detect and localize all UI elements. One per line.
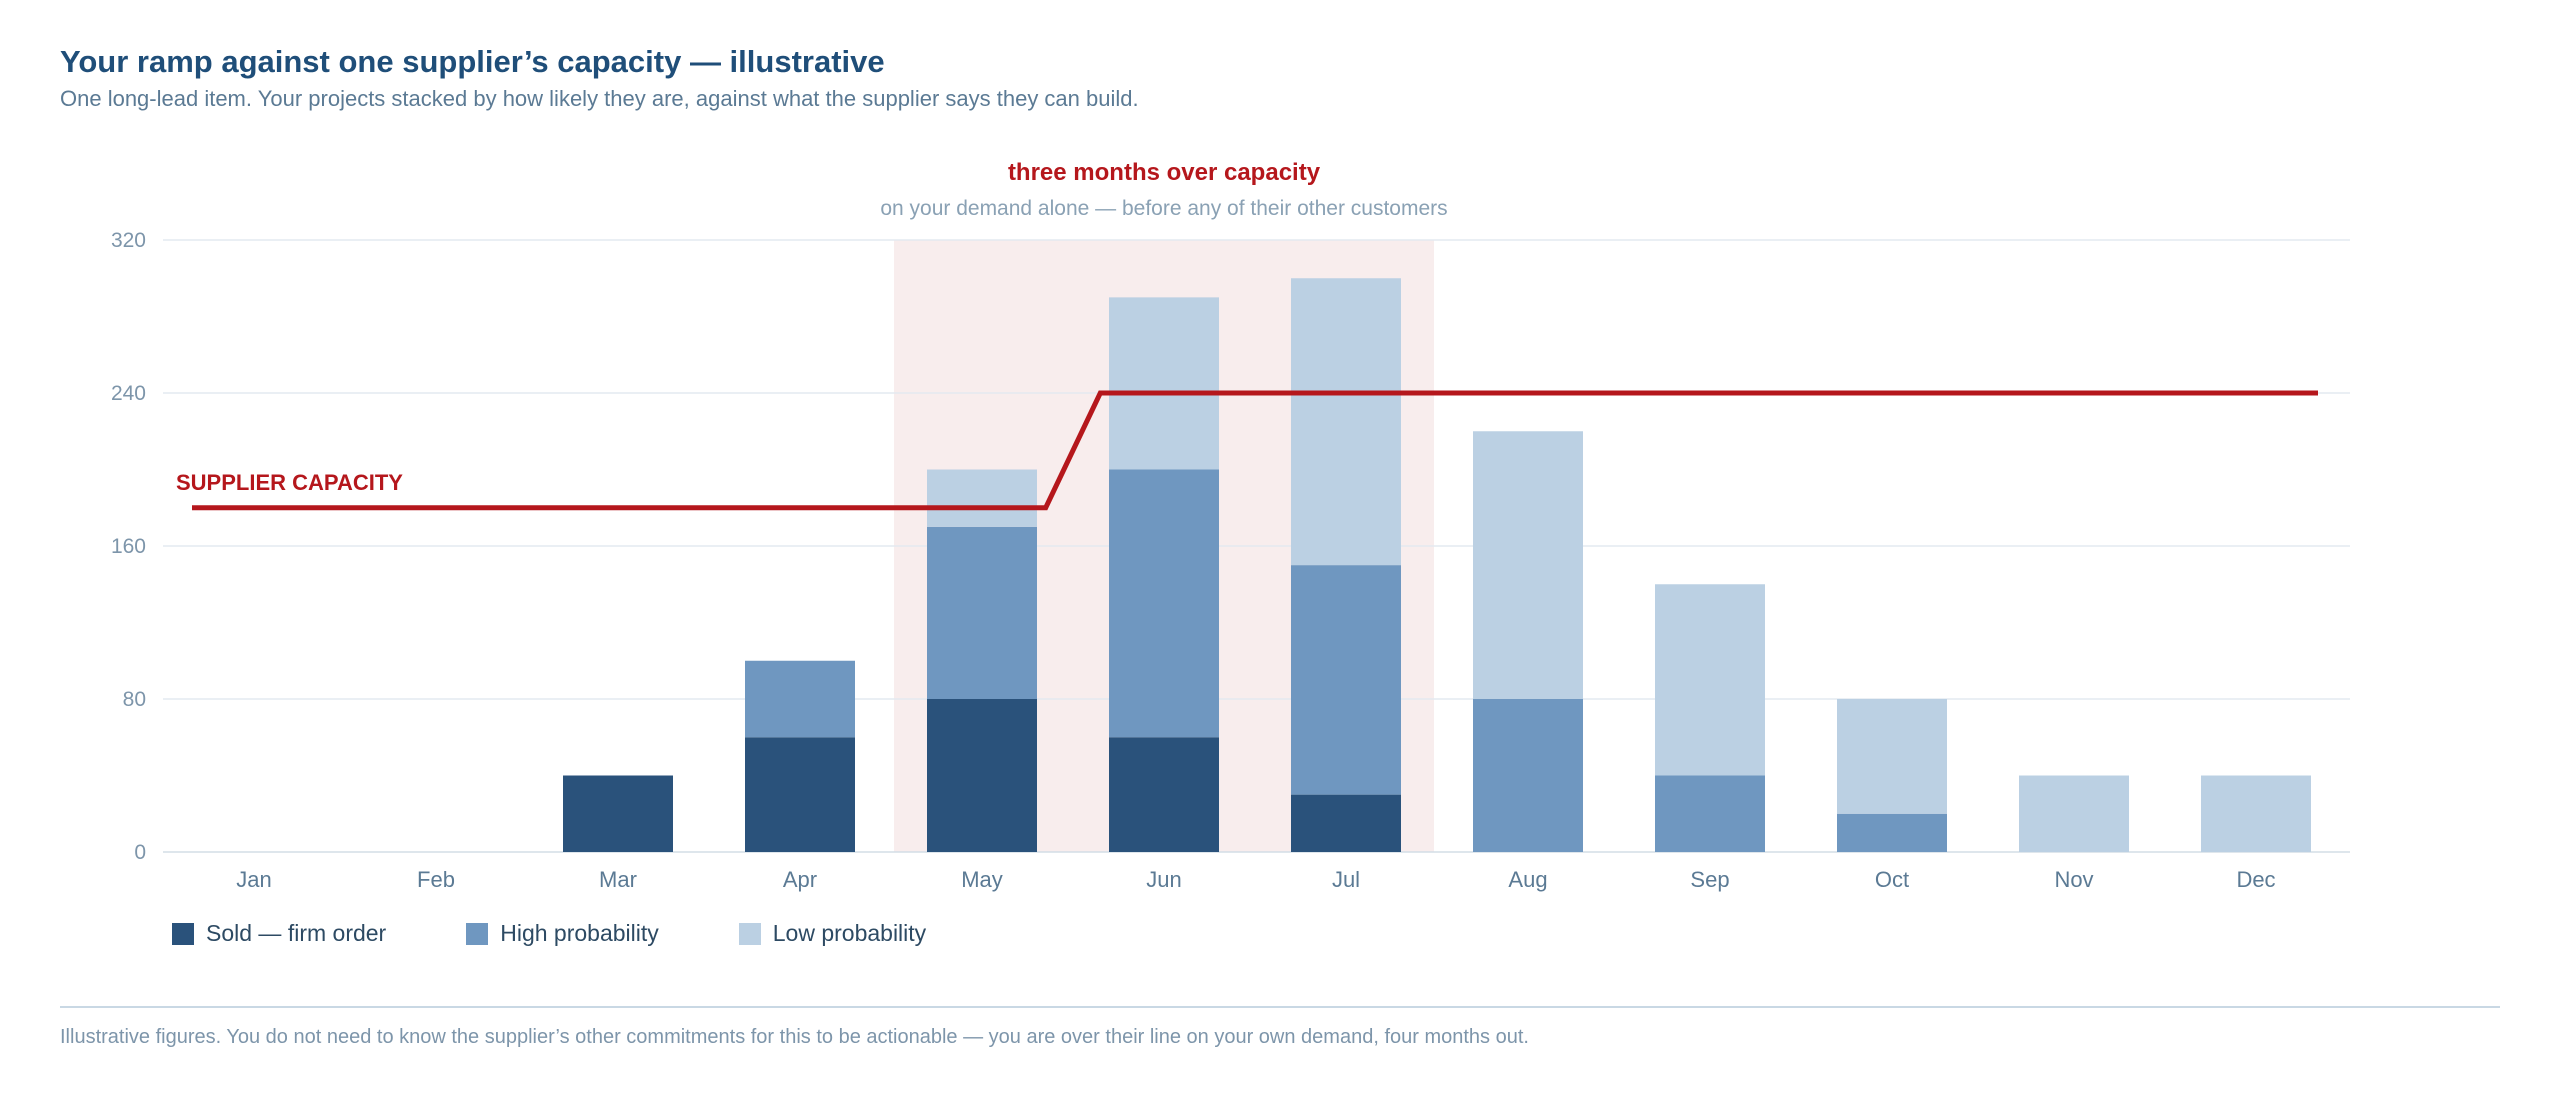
annotation-subtitle: on your demand alone — before any of the…: [880, 197, 1447, 220]
bar-segment: [1109, 297, 1219, 470]
bar-segment: [563, 775, 673, 852]
bars: [563, 278, 2311, 852]
x-tick-label: Feb: [417, 867, 455, 892]
bar-segment: [745, 660, 855, 738]
x-tick-label: Dec: [2236, 867, 2275, 892]
bar-segment: [1837, 813, 1947, 852]
bar-segment: [1655, 584, 1765, 776]
legend-item: High probability: [466, 920, 659, 947]
legend-label: Low probability: [772, 920, 927, 946]
legend-swatch: [738, 922, 761, 945]
bar-segment: [927, 699, 1037, 852]
legend-item: Sold — firm order: [172, 920, 386, 947]
footnote: Illustrative figures. You do not need to…: [60, 1026, 1529, 1048]
x-tick-label: Oct: [1875, 867, 1909, 892]
x-tick-label: Mar: [599, 867, 637, 892]
bar-segment: [2019, 775, 2129, 852]
legend: Sold — firm order High probability Low pro…: [172, 920, 1006, 947]
footer-divider: [60, 1006, 2500, 1008]
bar-segment: [1655, 775, 1765, 852]
y-tick-label: 320: [111, 229, 146, 252]
bar-segment: [1473, 699, 1583, 852]
annotation-title: three months over capacity: [1008, 159, 1321, 186]
x-tick-label: Apr: [783, 867, 817, 892]
bar-segment: [1837, 699, 1947, 814]
x-tick-label: Nov: [2054, 867, 2093, 892]
supplier-capacity-line: [192, 390, 2318, 511]
capacity-label: SUPPLIER CAPACITY: [176, 470, 403, 495]
y-tick-label: 240: [111, 382, 146, 405]
x-tick-label: Sep: [1690, 867, 1729, 892]
x-tick-label: Jan: [236, 867, 271, 892]
x-tick-label: May: [961, 867, 1003, 892]
y-tick-label: 160: [111, 535, 146, 558]
legend-swatch: [172, 922, 194, 945]
bar-segment: [927, 469, 1037, 527]
stacked-bar-chart: 0 80 160 240 320 Jan Feb Mar Apr May Jun Jul Aug Sep…: [111, 159, 2350, 892]
legend-label: High probability: [500, 920, 659, 946]
bar-segment: [1291, 278, 1401, 566]
y-tick-label: 80: [123, 688, 146, 711]
bar-segment: [927, 526, 1037, 699]
bar-segment: [1291, 565, 1401, 795]
legend-label: Sold — firm order: [206, 920, 387, 946]
legend-item: Low probability: [738, 920, 927, 947]
x-tick-label: Jul: [1332, 867, 1360, 892]
chart-title: Your ramp against one supplier’s capacit…: [60, 44, 885, 79]
bar-segment: [1109, 469, 1219, 738]
chart-subtitle: One long-lead item. Your projects stacke…: [60, 86, 1139, 111]
x-tick-label: Jun: [1146, 867, 1181, 892]
bar-segment: [1109, 737, 1219, 852]
bar-segment: [2201, 775, 2311, 852]
y-tick-label: 0: [134, 841, 146, 864]
bar-segment: [1473, 431, 1583, 699]
legend-swatch: [466, 922, 489, 945]
x-axis-ticks: Jan Feb Mar Apr May Jun Jul Aug Sep Oct Nov Dec: [236, 867, 2275, 892]
bar-segment: [1291, 794, 1401, 852]
x-tick-label: Aug: [1508, 867, 1547, 892]
y-axis-ticks: 0 80 160 240 320: [111, 229, 146, 864]
bar-segment: [745, 737, 855, 852]
